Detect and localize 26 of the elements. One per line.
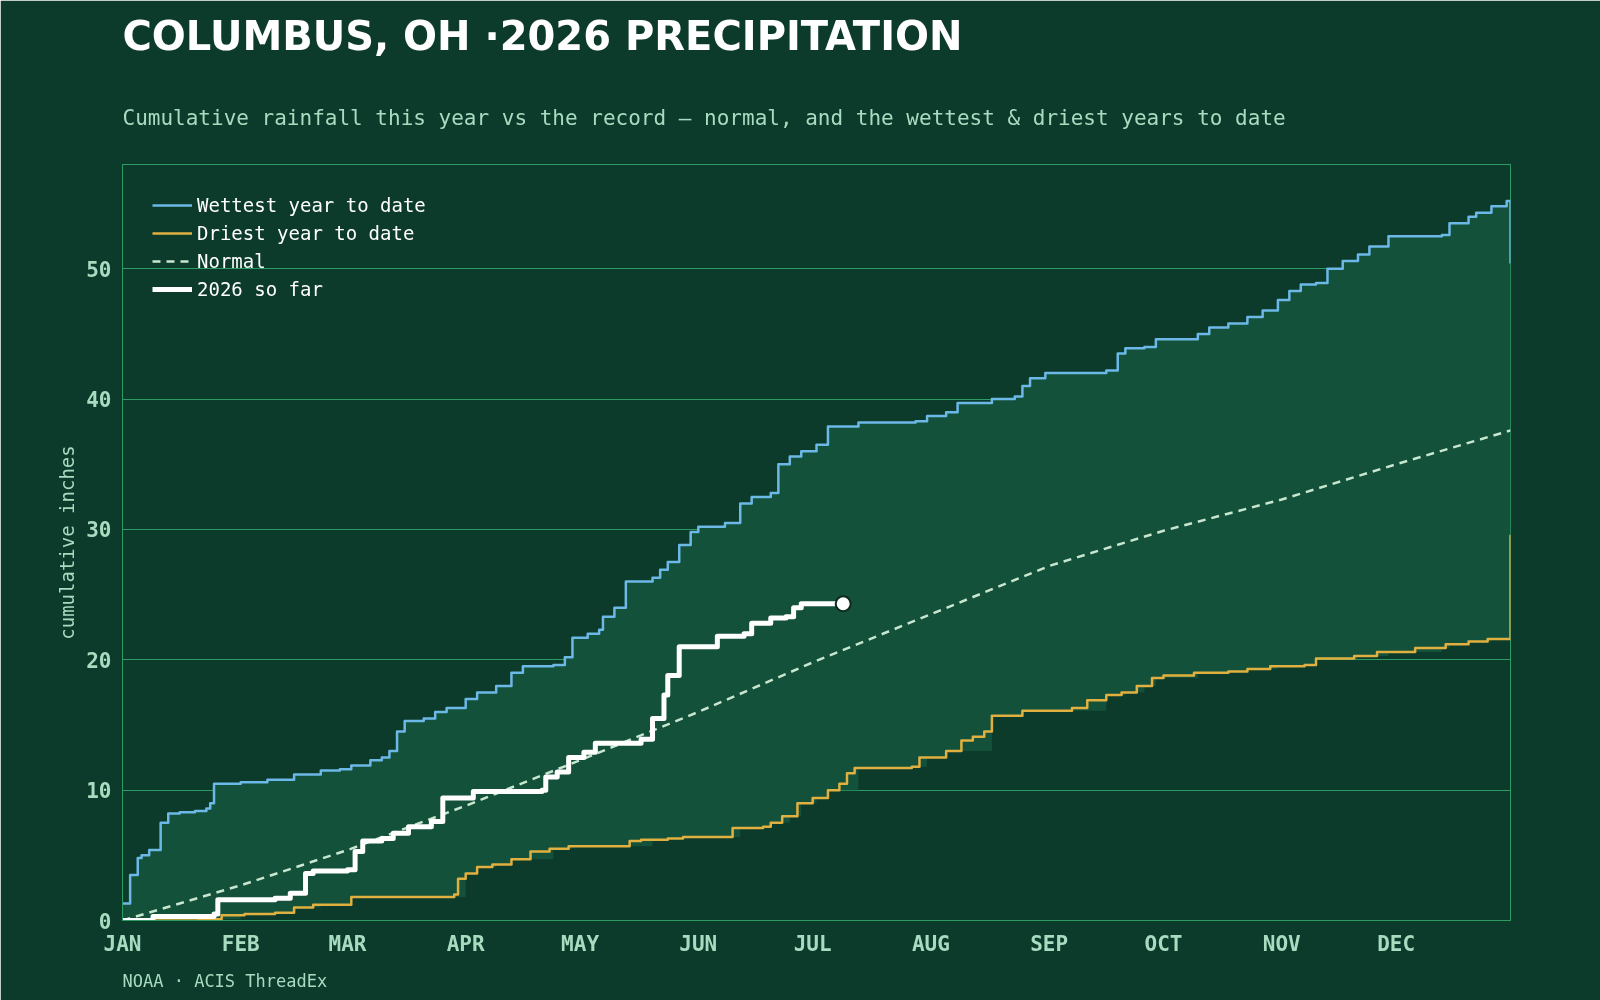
legend-label: Normal bbox=[197, 250, 266, 272]
y-tick-label: 30 bbox=[86, 518, 112, 543]
legend-label: Wettest year to date bbox=[197, 194, 426, 216]
x-tick-label: SEP bbox=[1030, 931, 1069, 956]
x-tick-label: OCT bbox=[1144, 931, 1183, 956]
y-axis-title: cumulative inches bbox=[56, 445, 79, 640]
x-tick-label: NOV bbox=[1262, 931, 1302, 956]
legend-label: Driest year to date bbox=[197, 222, 415, 244]
x-tick-label: DEC bbox=[1377, 931, 1416, 956]
y-tick-label: 50 bbox=[86, 257, 112, 282]
text: NOAA · ACIS ThreadEx bbox=[122, 970, 328, 991]
x-tick-label: JUL bbox=[793, 931, 832, 956]
chart-subtitle: Cumulative rainfall this year vs the record — normal, and the wettest & driest years to date bbox=[122, 105, 1286, 130]
x-tick-label: MAR bbox=[328, 931, 367, 956]
y-tick-label: 20 bbox=[86, 648, 112, 673]
x-tick-label: MAY bbox=[561, 931, 600, 956]
legend-label: 2026 so far bbox=[197, 278, 323, 300]
x-tick-label: APR bbox=[446, 931, 486, 956]
y-tick-label: 0 bbox=[98, 909, 112, 934]
x-tick-label: AUG bbox=[911, 931, 950, 956]
x-tick-label: JAN bbox=[103, 931, 142, 956]
y-tick-label: 10 bbox=[86, 779, 112, 804]
y-tick-label: 40 bbox=[86, 388, 112, 413]
chart-title: COLUMBUS, OH ·2026 PRECIPITATION bbox=[122, 12, 963, 59]
x-tick-label: JUN bbox=[679, 931, 718, 956]
x-tick-label: FEB bbox=[221, 931, 260, 956]
